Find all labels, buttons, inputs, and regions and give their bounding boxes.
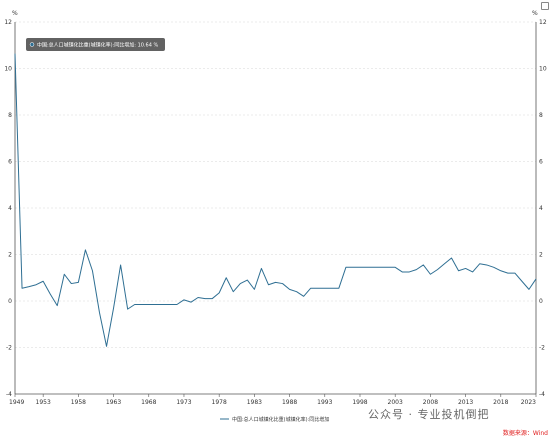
x-tick-labels: 1949 1953 1958 1963 1968 1973 1978 1983 1988 1993… — [9, 394, 537, 406]
x-tick-label: 1978 — [212, 399, 227, 406]
y-tick-label: 6 — [8, 159, 12, 166]
x-tick-label: 2003 — [388, 399, 403, 406]
x-tick-label: 1988 — [282, 399, 297, 406]
x-tick-label: 2023 — [521, 399, 536, 406]
export-icon[interactable] — [541, 2, 549, 10]
y-tick-label: -2 — [6, 345, 12, 352]
y-tick-label: 0 — [8, 298, 12, 305]
tooltip-value: 10.64 — [138, 43, 152, 49]
x-tick-label: 1953 — [36, 399, 51, 406]
legend-label: 中国:总人口城镇化比重(城镇化率):同比增加 — [232, 416, 329, 423]
y-tick-label-right: 0 — [539, 298, 543, 305]
x-tick-label: 2018 — [493, 399, 508, 406]
series-line — [14, 53, 537, 347]
x-tick-label: 2013 — [458, 399, 473, 406]
y-tick-labels-left: -4 -2 0 2 4 6 8 10 12 — [4, 19, 12, 398]
x-tick-label: 2008 — [423, 399, 438, 406]
tooltip-label: 中国:总人口城镇化比重(城镇化率):同比增加 — [37, 42, 134, 49]
svg-text:中国:总人口城镇化比重(城镇化率):同比增加: 10.64: 中国:总人口城镇化比重(城镇化率):同比增加: 10.64 % — [37, 42, 158, 49]
y-tick-label-right: 10 — [539, 66, 547, 73]
grid-lines — [15, 21, 536, 348]
y-tick-label: 10 — [4, 66, 12, 73]
y-tick-label-right: -2 — [539, 345, 545, 352]
x-tick-label: 1958 — [71, 399, 86, 406]
data-source: 数据来源：Wind — [502, 430, 548, 437]
y-tick-label-right: 12 — [539, 19, 547, 26]
y-tick-label-right: 2 — [539, 252, 543, 259]
tooltip-unit: % — [153, 43, 158, 49]
y-tick-label: 12 — [4, 19, 12, 26]
legend[interactable]: 中国:总人口城镇化比重(城镇化率):同比增加 — [220, 416, 329, 423]
watermark: 公众号 · 专业投机倒把 — [368, 408, 490, 421]
x-tick-label: 1963 — [106, 399, 121, 406]
tooltip-marker — [29, 42, 35, 47]
tooltip: 中国:总人口城镇化比重(城镇化率):同比增加: 10.64 % — [26, 38, 165, 51]
y-tick-label: 2 — [8, 252, 12, 259]
x-tick-label: 1973 — [176, 399, 191, 406]
y-unit-left: % — [12, 10, 18, 17]
y-tick-label: 4 — [8, 205, 12, 212]
x-tick-label: 1983 — [247, 399, 262, 406]
y-tick-label-right: 4 — [539, 205, 543, 212]
x-tick-label: 1993 — [317, 399, 332, 406]
axes — [14, 22, 537, 395]
y-tick-label: -4 — [6, 391, 12, 398]
y-tick-label: 8 — [8, 112, 12, 119]
series-group — [14, 53, 537, 347]
x-tick-label: 1998 — [352, 399, 367, 406]
x-tick-label: 1949 — [9, 399, 24, 406]
x-tick-label: 1968 — [141, 399, 156, 406]
y-tick-label-right: 8 — [539, 112, 543, 119]
y-tick-label-right: 6 — [539, 159, 543, 166]
tooltip-box — [26, 38, 165, 51]
y-tick-labels-right: -4 -2 0 2 4 6 8 10 12 — [539, 19, 547, 398]
y-unit-right: % — [532, 10, 538, 17]
y-tick-label-right: -4 — [539, 391, 545, 398]
